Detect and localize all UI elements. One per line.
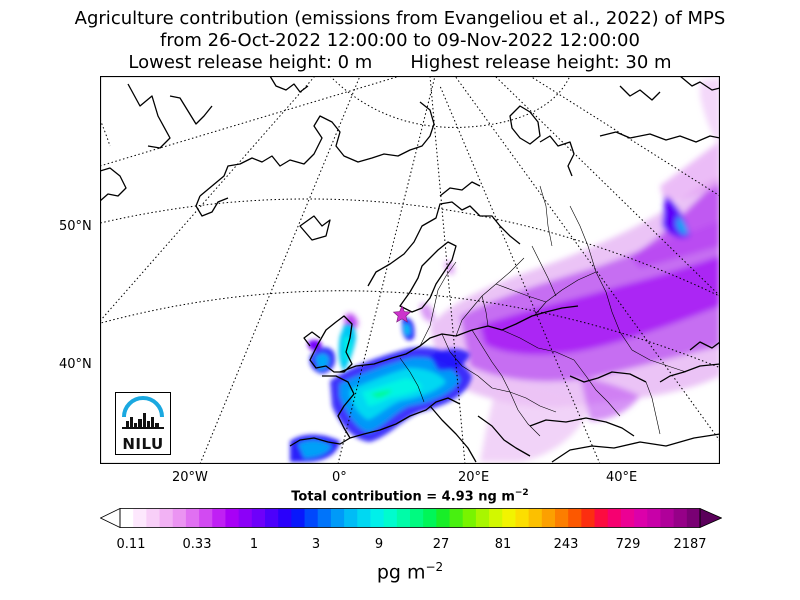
- colorbar-frame: [119, 508, 701, 528]
- map-panel: [100, 76, 720, 464]
- colorbar-tick: 0.33: [182, 537, 212, 552]
- lon-label-20w: 20°W: [172, 470, 208, 485]
- colorbar-min-extend: [100, 508, 121, 528]
- colorbar-tick: 1: [249, 537, 259, 552]
- colorbar-tick: 27: [432, 537, 450, 552]
- colorbar-cell: [265, 508, 279, 528]
- colorbar-cell: [357, 508, 372, 528]
- concentration-core: [290, 317, 472, 462]
- colorbar-cell: [541, 508, 556, 528]
- colorbar-cell: [673, 508, 688, 528]
- colorbar-tick: 3: [311, 537, 321, 552]
- lon-label-40e: 40°E: [606, 470, 638, 485]
- colorbar-cell: [436, 508, 451, 528]
- lowest-release-height: Lowest release height: 0 m: [128, 52, 373, 73]
- map-title-line1: Agriculture contribution (emissions from…: [74, 8, 726, 29]
- colorbar-tick: 9: [374, 537, 384, 552]
- colorbar-max-extend: [699, 508, 722, 528]
- colorbar-cell: [185, 508, 200, 528]
- colorbar: [100, 508, 722, 528]
- graticule: [100, 76, 720, 464]
- colorbar-cell: [172, 508, 187, 528]
- lat-label-40n: 40°N: [59, 357, 92, 372]
- colorbar-cell: [199, 508, 213, 528]
- colorbar-cell: [660, 508, 675, 528]
- colorbar-cell: [317, 508, 332, 528]
- map-title-line2: from 26-Oct-2022 12:00:00 to 09-Nov-2022…: [160, 30, 640, 51]
- colorbar-cell: [620, 508, 635, 528]
- nilu-logo-text: NILU: [122, 435, 164, 453]
- total-contribution: Total contribution = 4.93 ng m−2: [0, 488, 800, 504]
- colorbar-cell: [396, 508, 411, 528]
- colorbar-cell: [238, 508, 253, 528]
- colorbar-cell: [410, 508, 424, 528]
- colorbar-cell: [568, 508, 582, 528]
- colorbar-tick: 81: [494, 537, 512, 552]
- colorbar-cell: [581, 508, 596, 528]
- colorbar-tick: 243: [553, 537, 579, 552]
- country-borders: [399, 185, 687, 437]
- colorbar-cell: [212, 508, 227, 528]
- colorbar-cell: [225, 508, 240, 528]
- concentration-field: [345, 78, 720, 462]
- nilu-logo-graphic: [122, 396, 164, 429]
- lon-label-0: 0°: [332, 470, 347, 485]
- colorbar-cell: [278, 508, 292, 528]
- colorbar-cell: [489, 508, 503, 528]
- total-contribution-text: Total contribution = 4.93 ng m: [291, 489, 515, 505]
- colorbar-cell: [594, 508, 609, 528]
- colorbar-cell: [146, 508, 161, 528]
- colorbar-cell: [251, 508, 266, 528]
- colorbar-tick: 2187: [673, 537, 707, 552]
- map-title-line3: Lowest release height: 0 m Highest releas…: [0, 52, 800, 73]
- nilu-logo: NILU: [115, 392, 171, 455]
- colorbar-cell: [133, 508, 147, 528]
- colorbar-unit-label: pg m−2: [0, 560, 800, 583]
- total-contribution-exponent: −2: [514, 488, 529, 498]
- colorbar-cell: [462, 508, 477, 528]
- lat-label-50n: 50°N: [59, 219, 92, 234]
- colorbar-cell: [291, 508, 306, 528]
- receptor-star-marker: [392, 305, 412, 323]
- colorbar-cell: [475, 508, 490, 528]
- colorbar-cell: [120, 508, 134, 528]
- coastlines: [100, 76, 720, 463]
- lon-label-20e: 20°E: [458, 470, 490, 485]
- colorbar-cell: [423, 508, 437, 528]
- colorbar-cell: [370, 508, 385, 528]
- colorbar-cell: [528, 508, 543, 528]
- colorbar-cell: [647, 508, 662, 528]
- colorbar-cell: [634, 508, 648, 528]
- colorbar-unit-text: pg m: [376, 561, 426, 584]
- colorbar-cell: [502, 508, 517, 528]
- colorbar-cell: [607, 508, 622, 528]
- colorbar-cell: [686, 508, 701, 528]
- colorbar-unit-exponent: −2: [425, 560, 444, 574]
- colorbar-tick: 729: [615, 537, 641, 552]
- highest-release-height: Highest release height: 30 m: [410, 52, 672, 73]
- colorbar-cell: [449, 508, 464, 528]
- colorbar-cell: [330, 508, 345, 528]
- colorbar-cell: [304, 508, 319, 528]
- colorbar-cell: [383, 508, 398, 528]
- colorbar-cell: [515, 508, 530, 528]
- colorbar-cell: [344, 508, 358, 528]
- colorbar-tick: 0.11: [116, 537, 146, 552]
- colorbar-cell: [555, 508, 569, 528]
- colorbar-cell: [159, 508, 174, 528]
